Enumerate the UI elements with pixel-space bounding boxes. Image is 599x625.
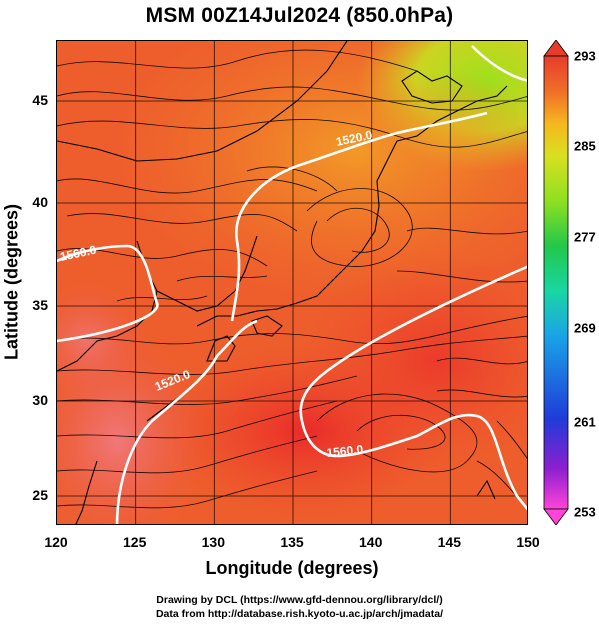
y-tick-label: 30 <box>32 392 48 408</box>
map-plot-area: 1560.0 1520.0 1520.0 1560.0 <box>56 40 528 525</box>
x-tick-label: 125 <box>123 534 147 550</box>
streamlines <box>57 49 527 510</box>
colorbar-tick-label: 285 <box>574 138 596 154</box>
x-tick-label: 130 <box>201 534 225 550</box>
x-tick-label: 120 <box>44 534 68 550</box>
colorbar-tick-label: 269 <box>574 320 596 336</box>
x-axis-label: Longitude (degrees) <box>205 558 379 578</box>
y-tick-label: 40 <box>32 194 48 210</box>
x-tick-label: 135 <box>280 534 304 550</box>
colorbar-gradient <box>543 55 569 510</box>
y-tick-label: 35 <box>32 297 48 313</box>
x-tick-label: 150 <box>516 534 540 550</box>
map-title: MSM 00Z14Jul2024 (850.0hPa) <box>145 4 454 27</box>
x-tick-label: 140 <box>359 534 383 550</box>
colorbar-tick-label: 293 <box>574 48 596 64</box>
colorbar-tick-label: 277 <box>574 229 596 245</box>
contour-label-southeast: 1560.0 <box>326 442 364 460</box>
y-axis-label: Latitude (degrees) <box>1 203 22 361</box>
coastlines <box>57 41 508 524</box>
y-tick-label: 25 <box>32 487 48 503</box>
colorbar-top-arrow <box>543 40 569 57</box>
colorbar-tick-label: 253 <box>574 504 596 520</box>
colorbar <box>543 40 569 525</box>
temperature-field: 1560.0 1520.0 1520.0 1560.0 <box>57 41 527 524</box>
grid-lines <box>57 41 527 524</box>
credit-drawing: Drawing by DCL (https://www.gfd-dennou.o… <box>156 594 443 606</box>
y-tick-label: 45 <box>32 92 48 108</box>
x-tick-label: 145 <box>437 534 461 550</box>
height-contours <box>57 45 527 524</box>
colorbar-bottom-arrow <box>543 508 569 525</box>
colorbar-tick-label: 261 <box>574 414 596 430</box>
credit-data-source: Data from http://database.rish.kyoto-u.a… <box>155 608 444 620</box>
